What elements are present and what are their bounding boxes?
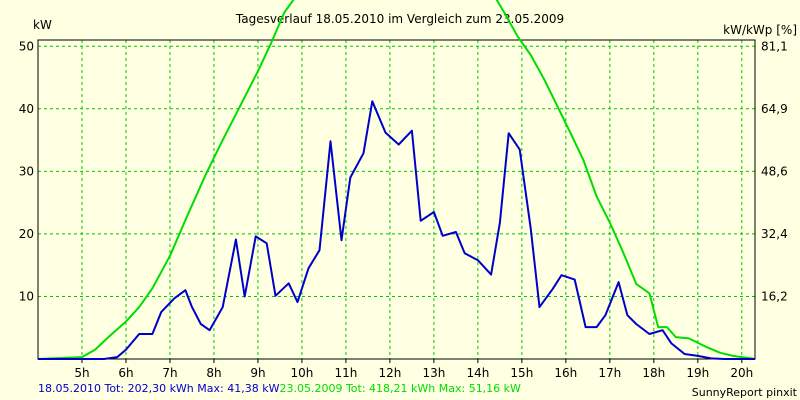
x-tick-label: 5h — [74, 366, 89, 380]
y-tick-label-right: 48,6 — [761, 164, 788, 178]
grid — [38, 40, 755, 359]
legend-entry-2-stats: Tot: 418,21 kWh Max: 51,16 kW — [342, 382, 521, 395]
x-tick-label: 8h — [206, 366, 221, 380]
series-line-1 — [38, 100, 755, 360]
y-axis-label-left: kW — [33, 18, 52, 32]
y-axis-label-right: kW/kWp [%] — [723, 23, 797, 37]
y-tick-label-right: 32,4 — [761, 227, 788, 241]
legend-entry-1-stats: Tot: 202,30 kWh Max: 41,38 kW — [101, 382, 280, 395]
x-tick-label: 17h — [598, 366, 621, 380]
x-tick-label: 15h — [510, 366, 533, 380]
y-tick-label-left: 20 — [19, 227, 34, 241]
x-tick-label: 16h — [554, 366, 577, 380]
series — [37, 0, 756, 360]
x-tick-label: 10h — [290, 366, 313, 380]
y-tick-label-left: 50 — [19, 39, 34, 53]
chart-title: Tagesverlauf 18.05.2010 im Vergleich zum… — [235, 12, 564, 26]
x-tick-label: 9h — [250, 366, 265, 380]
y-tick-label-right: 16,2 — [761, 289, 788, 303]
legend-entry-2-name: 23.05.2009 — [279, 382, 342, 395]
x-tick-label: 14h — [466, 366, 489, 380]
credit-text: SunnyReport pinxit — [692, 386, 798, 399]
x-tick-label: 20h — [730, 366, 753, 380]
legend-entry-1-name: 18.05.2010 — [38, 382, 101, 395]
y-tick-label-left: 10 — [19, 289, 34, 303]
legend: 18.05.2010 Tot: 202,30 kWh Max: 41,38 kW… — [38, 382, 521, 395]
y-tick-label-right: 64,9 — [761, 102, 788, 116]
series-line-2 — [37, 0, 756, 360]
y-tick-label-left: 40 — [19, 102, 34, 116]
x-tick-label: 18h — [642, 366, 665, 380]
x-tick-label: 7h — [162, 366, 177, 380]
x-tick-label: 13h — [422, 366, 445, 380]
ticks: 5h 6h 7h 8h 9h 10h 11h 12h 13h 14h 15h 16h 17h 18h 19h… — [19, 39, 788, 380]
y-tick-label-left: 30 — [19, 164, 34, 178]
plot-frame — [37, 39, 756, 360]
x-tick-label: 12h — [378, 366, 401, 380]
y-tick-label-right: 81,1 — [761, 39, 788, 53]
x-tick-label: 6h — [118, 366, 133, 380]
x-tick-label: 19h — [686, 366, 709, 380]
x-tick-label: 11h — [334, 366, 357, 380]
